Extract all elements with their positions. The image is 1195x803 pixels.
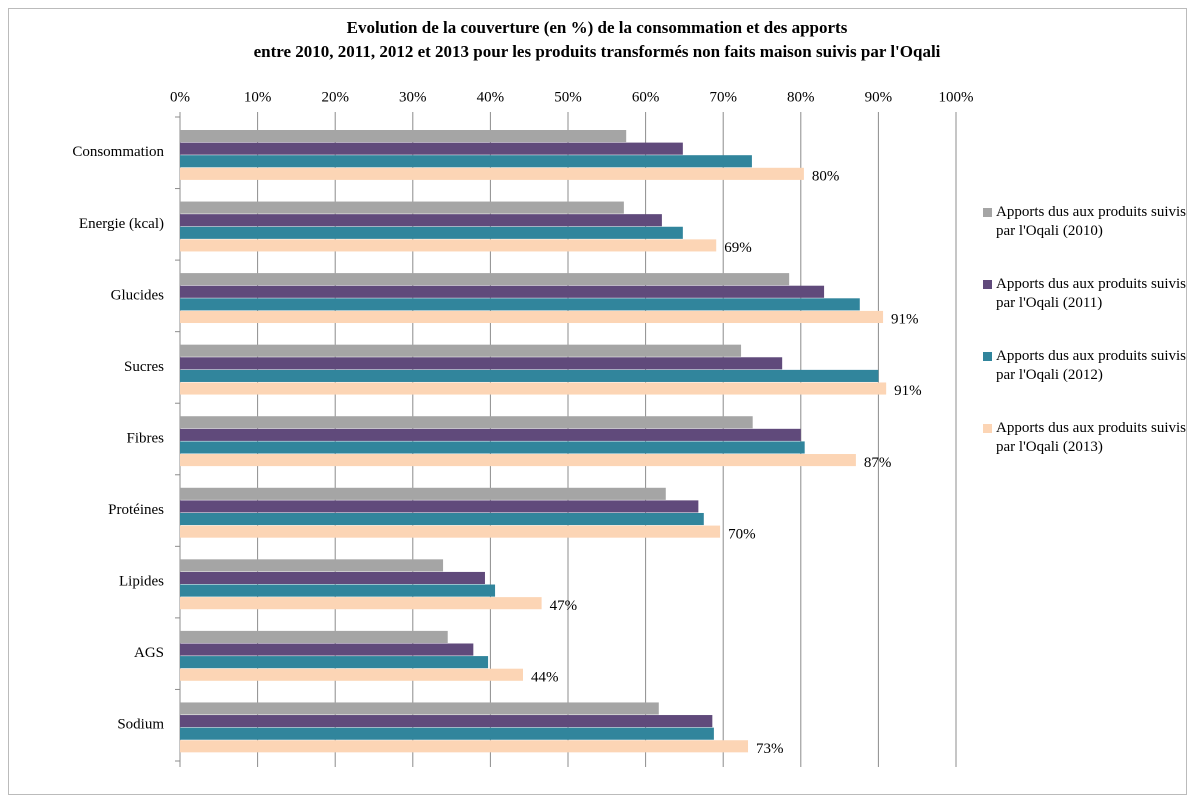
y-tick-label: Protéines xyxy=(108,502,164,518)
legend-item: Apports dus aux produits suivis par l'Oq… xyxy=(983,203,1188,275)
bar xyxy=(180,715,713,728)
x-tick-label: 60% xyxy=(632,89,660,105)
bar xyxy=(180,357,783,370)
data-label: 80% xyxy=(812,169,840,185)
data-label: 44% xyxy=(531,669,559,685)
bar xyxy=(180,130,627,143)
legend: Apports dus aux produits suivis par l'Oq… xyxy=(983,203,1188,491)
bar xyxy=(180,298,860,311)
data-label: 91% xyxy=(894,383,922,399)
bar xyxy=(180,727,714,740)
legend-label: Apports dus aux produits suivis par l'Oq… xyxy=(996,204,1187,239)
data-label: 73% xyxy=(756,741,784,757)
x-tick-label: 20% xyxy=(321,89,349,105)
y-tick-label: Energie (kcal) xyxy=(79,216,164,232)
legend-item: Apports dus aux produits suivis par l'Oq… xyxy=(983,347,1188,419)
bar xyxy=(180,740,749,753)
bar xyxy=(180,273,790,286)
y-tick-label: Consommation xyxy=(72,144,164,160)
x-tick-label: 0% xyxy=(170,89,190,105)
bar xyxy=(180,584,496,597)
data-label: 47% xyxy=(550,598,578,614)
bar xyxy=(180,668,523,681)
bar xyxy=(180,454,856,467)
y-tick-label: Lipides xyxy=(119,574,164,590)
bar xyxy=(180,702,659,715)
bar xyxy=(180,500,699,513)
chart-frame xyxy=(8,8,1187,795)
chart-title: entre 2010, 2011, 2012 et 2013 pour les … xyxy=(254,42,941,61)
bar xyxy=(180,643,474,656)
bar xyxy=(180,571,485,585)
bar xyxy=(180,630,448,643)
data-label: 70% xyxy=(728,526,756,542)
bar xyxy=(180,512,704,526)
legend-label: Apports dus aux produits suivis par l'Oq… xyxy=(996,276,1187,311)
bar xyxy=(180,559,444,572)
y-tick-label: Fibres xyxy=(127,430,165,446)
bar xyxy=(180,525,721,538)
legend-label: Apports dus aux produits suivis par l'Oq… xyxy=(996,348,1187,383)
bar xyxy=(180,487,666,500)
legend-swatch xyxy=(983,280,992,289)
y-tick-label: AGS xyxy=(134,645,164,661)
x-tick-label: 90% xyxy=(865,89,893,105)
bar xyxy=(180,167,804,180)
y-tick-label: Sucres xyxy=(124,359,164,375)
x-tick-label: 70% xyxy=(709,89,737,105)
legend-swatch xyxy=(983,424,992,433)
bar xyxy=(180,155,752,168)
bar xyxy=(180,369,879,382)
data-label: 87% xyxy=(864,455,892,471)
legend-swatch xyxy=(983,208,992,217)
x-tick-label: 30% xyxy=(399,89,427,105)
data-label: 91% xyxy=(891,312,919,328)
y-tick-label: Sodium xyxy=(117,717,164,733)
bar xyxy=(180,441,805,454)
bar xyxy=(180,201,624,214)
bar xyxy=(180,344,742,357)
x-tick-label: 100% xyxy=(939,89,974,105)
bar xyxy=(180,382,887,395)
bar xyxy=(180,416,753,429)
bar xyxy=(180,285,825,298)
legend-label: Apports dus aux produits suivis par l'Oq… xyxy=(996,420,1187,455)
bar xyxy=(180,597,542,610)
y-tick-label: Glucides xyxy=(111,287,164,303)
bar xyxy=(180,428,801,441)
legend-item: Apports dus aux produits suivis par l'Oq… xyxy=(983,275,1188,347)
bar xyxy=(180,239,717,252)
legend-item: Apports dus aux produits suivis par l'Oq… xyxy=(983,419,1188,491)
bar xyxy=(180,226,683,239)
bar xyxy=(180,142,683,155)
bar xyxy=(180,310,884,324)
data-label: 69% xyxy=(724,240,752,256)
x-tick-label: 50% xyxy=(554,89,582,105)
x-tick-label: 40% xyxy=(477,89,505,105)
legend-swatch xyxy=(983,352,992,361)
chart-title: Evolution de la couverture (en %) de la … xyxy=(347,18,848,37)
bar xyxy=(180,214,662,227)
bar xyxy=(180,656,489,669)
x-tick-label: 10% xyxy=(244,89,272,105)
x-tick-label: 80% xyxy=(787,89,815,105)
